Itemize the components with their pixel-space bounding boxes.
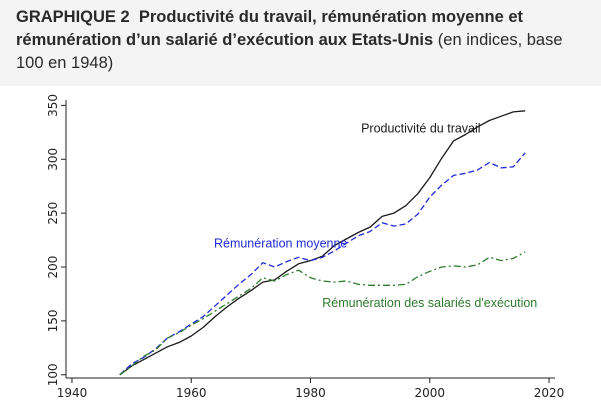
y-tick-label: 250 [46,202,60,225]
y-tick-label: 200 [46,256,60,279]
y-tick-label: 100 [46,363,60,386]
x-tick-label: 2020 [534,386,565,400]
x-tick-label: 1960 [176,386,207,400]
chart-subtitle: (en indices, base 100 en 1948) [16,31,563,72]
series-line-2 [119,251,526,376]
series-line-1 [119,152,526,376]
y-tick-label: 150 [46,309,60,332]
graph-label: GRAPHIQUE 2 [16,8,130,26]
chart-title: Productivité du travail, rémunération mo… [16,8,524,49]
series-annotation-2: Rémunération des salariés d'exécution [322,296,537,310]
series-annotation-0: Productivité du travail [361,121,481,135]
y-tick-label: 300 [46,148,60,171]
chart-heading: GRAPHIQUE 2 Productivité du travail, rém… [16,6,591,75]
y-tick-label: 350 [46,94,60,117]
x-tick-label: 2000 [414,386,445,400]
plot-panel [0,86,601,416]
series-annotation-1: Rémunération moyenne [214,237,347,251]
x-tick-label: 1940 [57,386,88,400]
series-line-0 [119,110,526,376]
x-tick-label: 1980 [295,386,326,400]
